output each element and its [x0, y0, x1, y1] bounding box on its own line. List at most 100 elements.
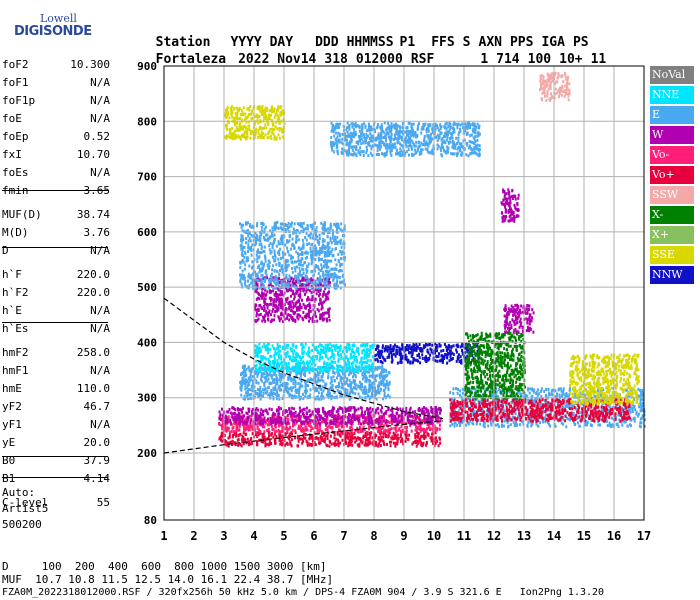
echo-point	[345, 407, 348, 411]
divider	[2, 456, 108, 457]
echo-point	[350, 431, 353, 435]
echo-point	[401, 422, 404, 426]
echo-point	[380, 352, 382, 356]
echo-point	[333, 379, 336, 383]
echo-point	[364, 419, 367, 423]
echo-point	[466, 410, 469, 414]
echo-point	[376, 357, 379, 361]
echo-point	[327, 393, 330, 397]
echo-point	[310, 443, 313, 446]
echo-point	[546, 421, 549, 424]
echo-point	[240, 420, 243, 424]
echo-point	[237, 443, 240, 447]
echo-point	[282, 413, 285, 417]
echo-point	[595, 398, 598, 401]
echo-point	[366, 342, 369, 346]
echo-point	[382, 412, 385, 416]
echo-point	[323, 368, 326, 372]
echo-point	[377, 411, 380, 415]
echo-point	[438, 342, 441, 346]
echo-point	[450, 401, 453, 405]
echo-point	[449, 391, 452, 395]
echo-point	[571, 407, 574, 411]
echo-point	[278, 421, 281, 425]
echo-point	[399, 435, 402, 439]
echo-point	[384, 428, 387, 432]
echo-point	[320, 416, 323, 420]
echo-point	[560, 400, 562, 404]
echo-point	[267, 420, 270, 424]
echo-point	[299, 427, 302, 430]
echo-point	[377, 383, 380, 387]
echo-point	[295, 355, 298, 359]
echo-point	[334, 348, 337, 352]
echo-point	[355, 359, 358, 363]
echo-point	[241, 417, 244, 421]
echo-point	[474, 389, 477, 393]
echo-point	[266, 412, 269, 416]
echo-point	[640, 405, 643, 409]
echo-point	[461, 387, 464, 391]
echo-point	[391, 411, 394, 415]
echo-point	[443, 343, 446, 346]
echo-point	[276, 343, 279, 347]
echo-point	[489, 401, 492, 405]
echo-point	[243, 425, 246, 429]
echo-point	[376, 391, 379, 394]
echo-point	[430, 409, 433, 413]
echo-point	[262, 391, 265, 395]
echo-point	[221, 422, 224, 426]
echo-point	[336, 367, 339, 371]
echo-point	[295, 388, 297, 392]
echo-point	[371, 381, 374, 385]
echo-point	[294, 410, 297, 414]
echo-point	[542, 403, 545, 407]
param-row: h`E N/A	[2, 304, 110, 317]
echo-point	[562, 390, 565, 393]
echo-point	[383, 377, 386, 381]
echo-point	[289, 425, 291, 429]
echo-point	[356, 415, 359, 419]
echo-point	[229, 421, 232, 425]
echo-point	[302, 372, 305, 376]
echo-point	[562, 418, 565, 422]
echo-point	[376, 420, 379, 424]
echo-point	[387, 393, 390, 397]
echo-point	[280, 377, 283, 381]
echo-point	[293, 357, 296, 361]
echo-point	[355, 349, 358, 353]
echo-point	[348, 373, 350, 377]
echo-point	[492, 416, 494, 420]
echo-point	[364, 432, 367, 435]
echo-point	[369, 406, 372, 410]
echo-point	[327, 343, 329, 347]
echo-point	[452, 391, 455, 395]
echo-point	[271, 361, 274, 365]
echo-point	[260, 413, 263, 416]
echo-point	[241, 414, 244, 418]
echo-point	[508, 412, 511, 416]
echo-point	[429, 428, 431, 431]
echo-point	[381, 381, 384, 385]
echo-point	[331, 384, 334, 387]
echo-point	[286, 351, 289, 355]
echo-point	[457, 412, 460, 416]
echo-point	[336, 388, 339, 392]
echo-point	[330, 360, 333, 364]
echo-point	[246, 437, 249, 441]
echo-point	[290, 358, 293, 362]
echo-point	[565, 402, 568, 406]
echo-point	[381, 361, 384, 365]
echo-point	[260, 364, 263, 368]
echo-point	[463, 407, 466, 410]
echo-point	[321, 385, 324, 389]
echo-point	[402, 407, 405, 411]
echo-point	[385, 409, 388, 413]
echo-point	[316, 428, 319, 431]
echo-point	[327, 348, 330, 352]
echo-point	[350, 369, 353, 373]
echo-point	[490, 410, 492, 414]
echo-point	[261, 432, 264, 436]
echo-point	[279, 362, 282, 366]
echo-point	[349, 435, 352, 439]
